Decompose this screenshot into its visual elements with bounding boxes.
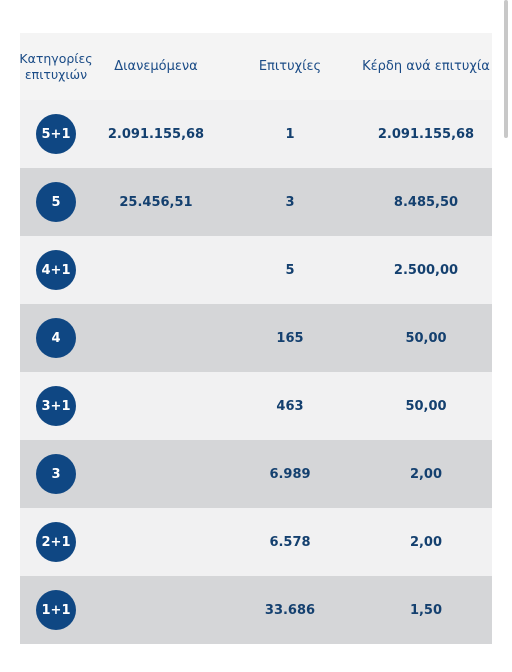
table-row: 4+1 5 2.500,00 <box>20 236 492 304</box>
winners-value: 463 <box>276 398 304 414</box>
category-badge: 3+1 <box>36 386 76 426</box>
winners-value: 5 <box>285 262 295 278</box>
table-row: 3+1 463 50,00 <box>20 372 492 440</box>
table-row: 5 25.456,51 3 8.485,50 <box>20 168 492 236</box>
category-badge: 4 <box>36 318 76 358</box>
results-table: Κατηγορίες επιτυχιών Διανεμόμενα Επιτυχί… <box>19 33 492 644</box>
category-badge: 4+1 <box>36 250 76 290</box>
category-badge: 2+1 <box>36 522 76 562</box>
prize-value: 2,00 <box>409 534 443 550</box>
winners-value: 165 <box>276 330 304 346</box>
category-badge: 3 <box>36 454 76 494</box>
category-badge: 1+1 <box>36 590 76 630</box>
distributed-value: 25.456,51 <box>119 194 193 210</box>
prize-value: 1,50 <box>409 602 443 618</box>
header-prize-per-win: Κέρδη ανά επιτυχία <box>362 59 490 74</box>
header-category: Κατηγορίες επιτυχιών <box>19 50 93 82</box>
prize-value: 50,00 <box>405 398 447 414</box>
winners-value: 1 <box>285 126 295 142</box>
winners-value: 6.578 <box>269 534 311 550</box>
prize-value: 8.485,50 <box>393 194 459 210</box>
table-row: 4 165 50,00 <box>20 304 492 372</box>
header-distributed: Διανεμόμενα <box>114 59 198 74</box>
winners-value: 6.989 <box>269 466 311 482</box>
table-row: 2+1 6.578 2,00 <box>20 508 492 576</box>
category-badge: 5 <box>36 182 76 222</box>
scrollbar[interactable] <box>504 0 508 138</box>
table-row: 3 6.989 2,00 <box>20 440 492 508</box>
category-badge: 5+1 <box>36 114 76 154</box>
winners-value: 33.686 <box>264 602 316 618</box>
header-winners: Επιτυχίες <box>258 59 322 74</box>
table-row: 1+1 33.686 1,50 <box>20 576 492 644</box>
prize-value: 50,00 <box>405 330 447 346</box>
winners-value: 3 <box>285 194 295 210</box>
prize-value: 2.091.155,68 <box>377 126 475 142</box>
table-header: Κατηγορίες επιτυχιών Διανεμόμενα Επιτυχί… <box>19 33 492 100</box>
prize-value: 2,00 <box>409 466 443 482</box>
distributed-value: 2.091.155,68 <box>107 126 205 142</box>
prize-value: 2.500,00 <box>393 262 459 278</box>
table-row: 5+1 2.091.155,68 1 2.091.155,68 <box>20 100 492 168</box>
